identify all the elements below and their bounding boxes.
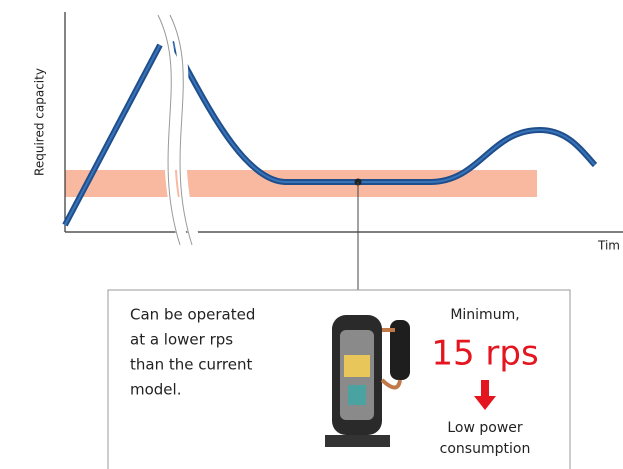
- capacity-curve-highlight: [64, 41, 596, 226]
- description: model.: [130, 381, 181, 399]
- compressor: [325, 315, 410, 447]
- y-axis-label: Required capacity: [33, 68, 47, 176]
- result: consumption: [440, 441, 531, 457]
- break-mark: [157, 14, 193, 246]
- minimum-value: 15 rps: [431, 334, 538, 374]
- description: than the current: [130, 356, 252, 374]
- result: Low power: [447, 420, 523, 436]
- capacity-curve: [62, 40, 598, 227]
- x-axis-label: Tim: [597, 239, 620, 253]
- description: at a lower rps: [130, 331, 233, 349]
- minimum-label: Minimum,: [450, 307, 519, 323]
- break-fill: [153, 12, 202, 247]
- down-arrow: [474, 380, 496, 410]
- description: Can be operated: [130, 306, 255, 324]
